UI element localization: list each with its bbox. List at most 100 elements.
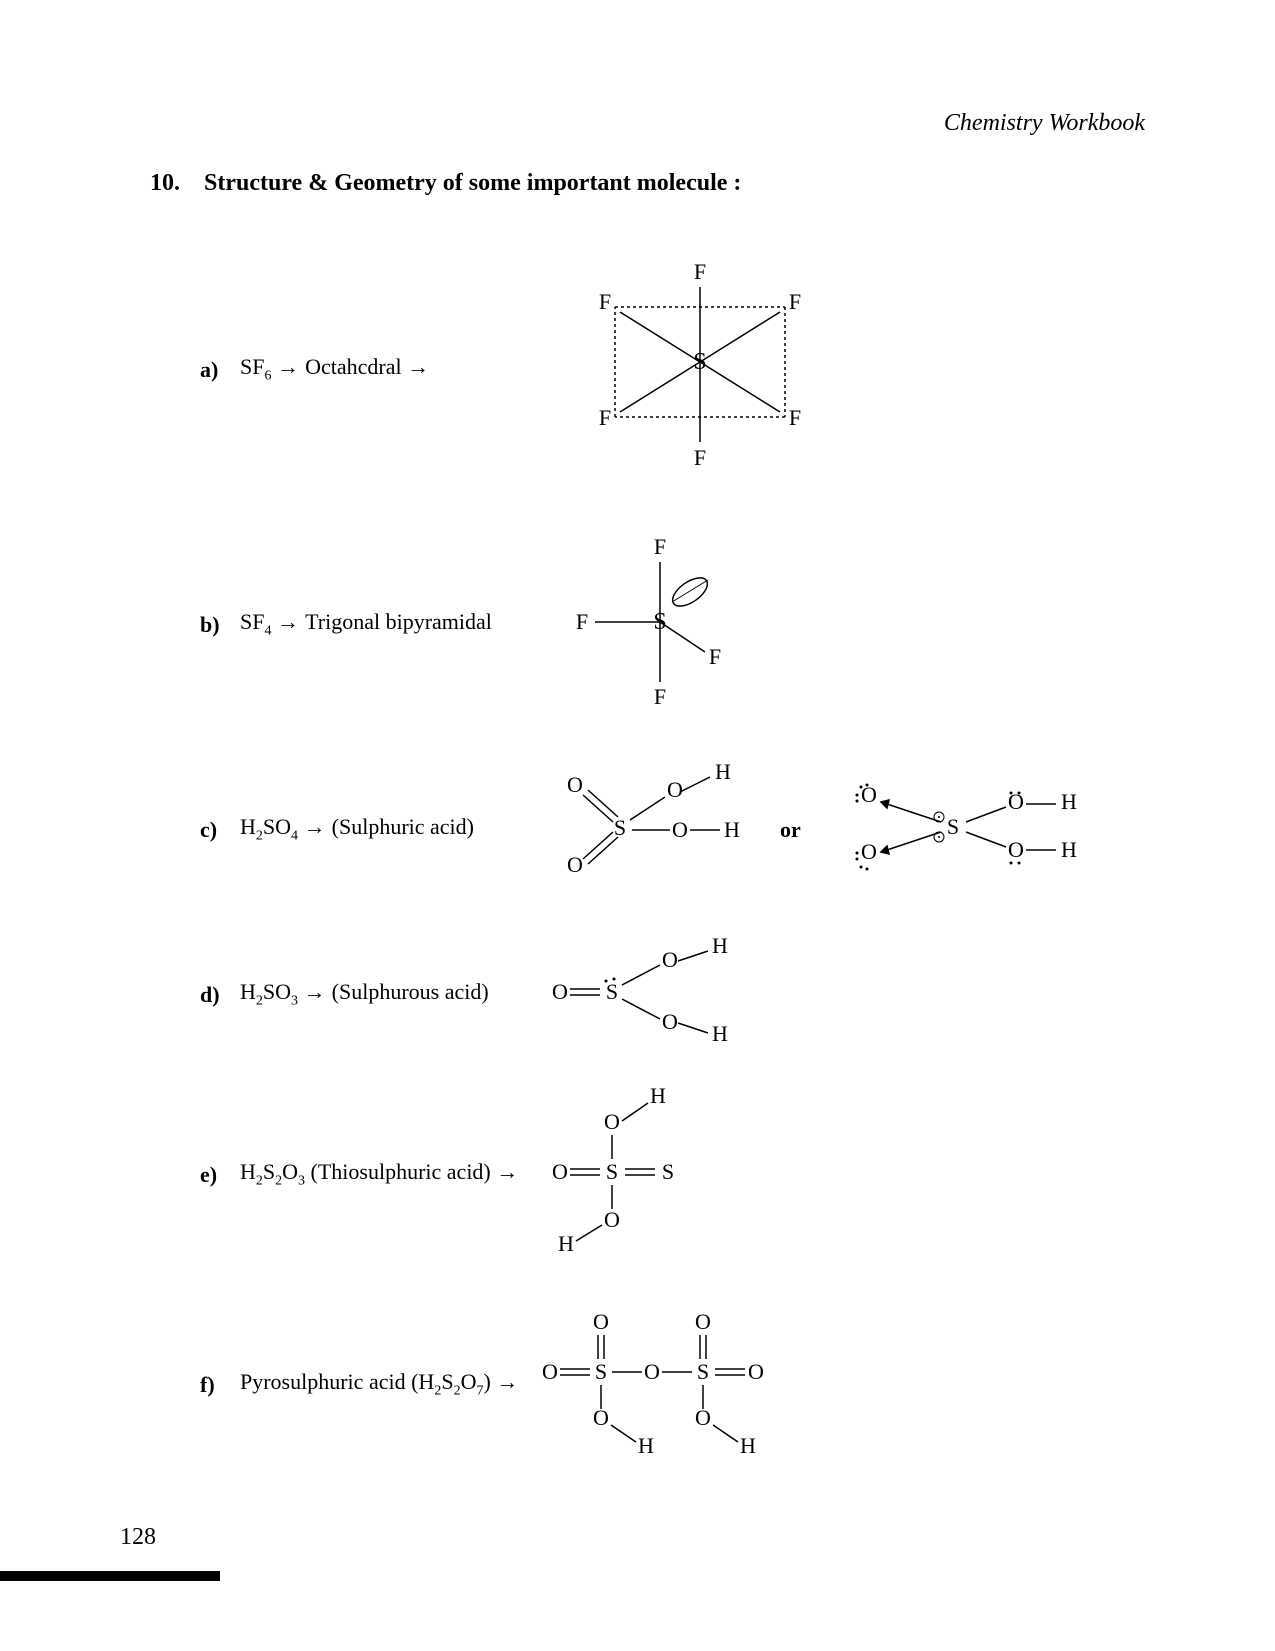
diagram-pyrosulphuric: O S O O S O O O O H H [540,1297,820,1472]
item-f-text: Pyrosulphuric acid (H2S2O7) → [240,1369,540,1399]
item-c-so: SO [263,814,291,839]
atom-s: S [947,814,959,839]
section-title: 10. Structure & Geometry of some importa… [150,170,1155,197]
page: Chemistry Workbook 10. Structure & Geome… [0,0,1275,1651]
item-d-sub2: 3 [291,994,298,1009]
item-f-s: S [441,1369,453,1394]
item-d-label: d) [200,982,240,1008]
atom-s: S [653,609,666,635]
item-b-desc: Trigonal bipyramidal [305,609,492,634]
arrow-icon: → [496,1159,518,1184]
arrow-icon: → [407,354,429,379]
book-title: Chemistry Workbook [944,110,1145,137]
item-e-desc: (Thiosulphuric acid) [311,1159,491,1184]
item-c-sub2: 4 [291,829,298,844]
item-d-so: SO [263,979,291,1004]
item-d-sub1: 2 [256,994,263,1009]
atom-f: F [599,405,611,430]
atom-o: O [672,817,688,842]
atom-s: S [614,815,626,840]
atom-o: O [552,1159,568,1184]
item-a-formula: SF [240,354,264,379]
item-e-text: H2S2O3 (Thiosulphuric acid) → [240,1159,540,1189]
item-e-s: S [263,1159,275,1184]
atom-o: O [644,1359,660,1384]
item-a-text: SF6 → Octahcdral → [240,354,560,384]
arrow-icon: → [277,609,305,634]
item-b: b) SF4 → Trigonal bipyramidal S F F [200,532,1155,717]
atom-o: O [593,1309,609,1334]
atom-f: F [654,684,666,709]
arrow-icon: → [304,814,332,839]
atom-o: O [695,1309,711,1334]
atom-o: O [604,1109,620,1134]
item-f: f) Pyrosulphuric acid (H2S2O7) → [200,1297,1155,1472]
section-number: 10. [150,170,180,196]
atom-s: S [595,1359,607,1384]
arrow-icon: → [496,1369,518,1394]
item-d: d) H2SO3 → (Sulphurous acid) O S O O [200,937,1155,1052]
item-a-desc: Octahcdral [305,354,402,379]
atom-o: O [695,1405,711,1430]
item-e-label: e) [200,1162,240,1188]
item-f-name: Pyrosulphuric acid [240,1369,406,1394]
item-c-text: H2SO4 → (Sulphuric acid) [240,814,540,844]
item-c-sub1: 2 [256,829,263,844]
atom-o: O [567,852,583,877]
item-e-h: H [240,1159,256,1184]
atom-o: O [604,1207,620,1232]
diagram-sf4: S F F F F [560,532,780,717]
diagram-sf6: S F F F F F F [560,257,840,482]
atom-o: O [593,1405,609,1430]
atom-o: O [662,947,678,972]
atom-s: S [693,349,706,375]
item-f-sub2: 2 [454,1384,461,1399]
atom-s: S [662,1159,674,1184]
atom-o: O [1008,837,1024,862]
item-b-label: b) [200,612,240,638]
item-f-h: H [418,1369,434,1394]
atom-o: O [662,1009,678,1034]
diagram-h2so4-1: S O O O O H H [540,757,750,902]
atom-f: F [694,445,706,470]
item-d-text: H2SO3 → (Sulphurous acid) [240,979,540,1009]
item-a: a) SF6 → Octahcdral → [200,257,1155,482]
or-label: or [780,817,801,843]
atom-o: O [748,1359,764,1384]
atom-s: S [606,979,618,1004]
atom-o: O [567,772,583,797]
diagram-h2s2o3: O S S O O H H [540,1087,740,1262]
item-a-label: a) [200,357,240,383]
atom-f: F [709,644,721,669]
item-f-o: O [461,1369,477,1394]
atom-f: F [789,405,801,430]
atom-f: F [654,534,666,559]
item-f-sub3: 7 [476,1384,483,1399]
atom-h: H [558,1231,574,1256]
atom-f: F [789,289,801,314]
atom-s: S [606,1159,618,1184]
atom-o: O [552,979,568,1004]
atom-s: S [697,1359,709,1384]
item-b-text: SF4 → Trigonal bipyramidal [240,609,560,639]
item-c-desc: (Sulphuric acid) [332,814,474,839]
arrow-icon: → [304,979,332,1004]
item-a-sub: 6 [264,369,271,384]
section-heading: Structure & Geometry of some important m… [204,170,741,196]
item-f-label: f) [200,1372,240,1398]
atom-f: F [694,259,706,284]
item-c-h: H [240,814,256,839]
atom-o: O [667,777,683,802]
item-c: c) H2SO4 → (Sulphuric acid) [200,757,1155,902]
atom-h: H [1061,837,1077,862]
atom-o: O [861,782,877,807]
atom-f: F [599,289,611,314]
atom-h: H [715,759,731,784]
item-e-o: O [282,1159,298,1184]
diagram-h2so3: O S O O H H [540,937,760,1052]
atom-f: F [576,609,588,634]
atom-o: O [861,839,877,864]
item-b-formula: SF [240,609,264,634]
atom-h: H [712,937,728,958]
item-e-sub3: 3 [298,1174,305,1189]
